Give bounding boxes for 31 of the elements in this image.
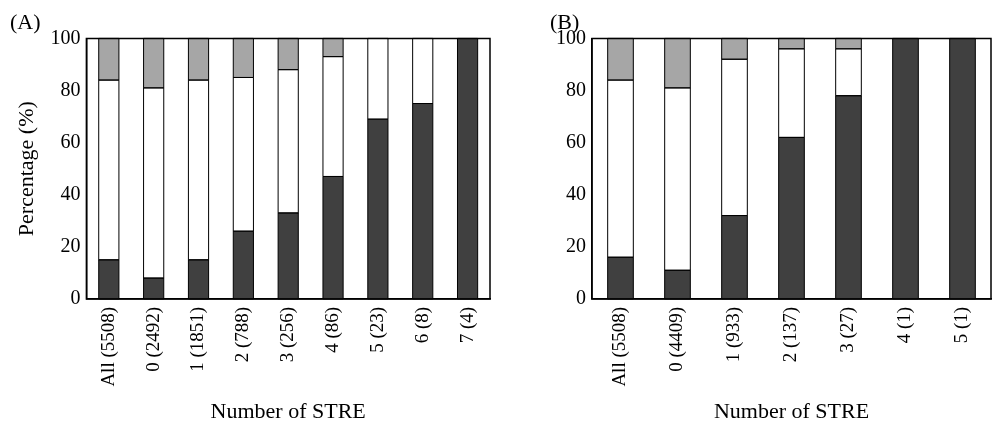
y-tick-label: 20 [566, 234, 586, 257]
y-tick-label: 20 [60, 234, 81, 257]
x-tick-label: 5 (23) [365, 306, 388, 353]
chart-title: (A) [10, 8, 41, 34]
x-axis-title: Number of STRE [713, 397, 870, 423]
x-tick-label: 0 (4409) [665, 306, 688, 372]
y-axis-title: Percentage (%) [12, 101, 38, 237]
x-tick-label: 5 (1) [950, 306, 973, 344]
y-tick-label: 80 [566, 77, 586, 100]
y-tick-label: 40 [60, 181, 81, 204]
y-tick-label: 0 [576, 286, 586, 309]
y-tick-label: 80 [60, 77, 81, 100]
x-tick-label: 6 (8) [410, 306, 433, 344]
x-axis-title: Number of STRE [210, 397, 366, 423]
x-tick-label: 3 (27) [836, 306, 859, 353]
y-tick-label: 60 [60, 129, 81, 152]
y-tick-label: 100 [50, 25, 81, 48]
x-tick-label: 2 (137) [779, 306, 802, 363]
y-tick-label: 0 [70, 286, 81, 309]
x-tick-label: All (5508) [96, 306, 119, 387]
x-tick-label: 0 (2492) [141, 306, 164, 372]
x-tick-label: 2 (788) [231, 306, 254, 363]
x-tick-label: All (5508) [608, 306, 631, 387]
y-tick-label: 60 [566, 129, 586, 152]
x-tick-label: 1 (1851) [186, 306, 209, 372]
x-tick-label: 1 (933) [722, 306, 745, 363]
x-tick-label: 7 (4) [455, 306, 478, 344]
x-tick-label: 4 (1) [893, 306, 916, 344]
y-tick-label: 40 [566, 181, 586, 204]
x-tick-label: 4 (86) [321, 306, 344, 353]
x-tick-label: 3 (256) [276, 306, 299, 363]
